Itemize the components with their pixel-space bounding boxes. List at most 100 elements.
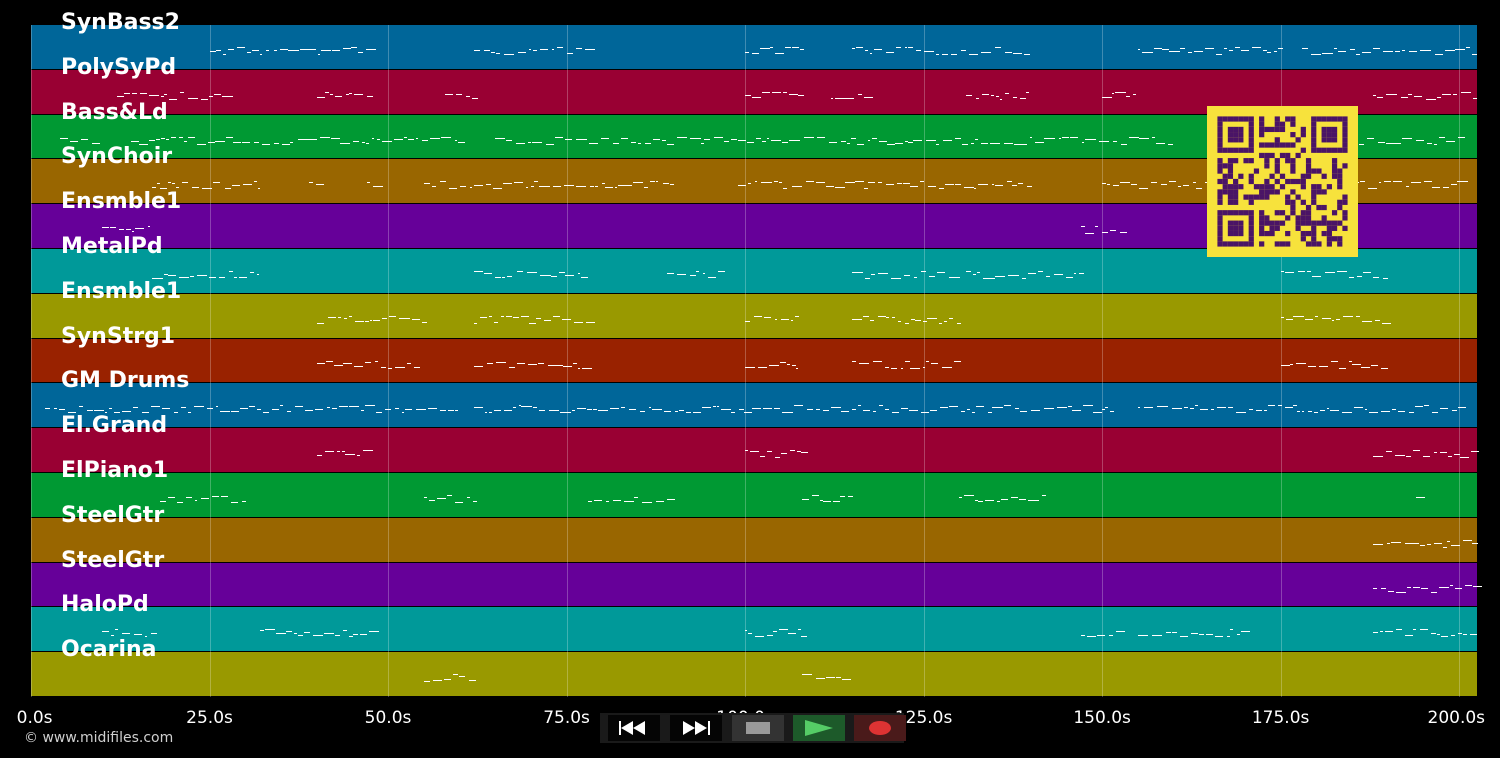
track-lane[interactable] [31,338,1477,383]
note [835,677,841,679]
note [791,319,794,321]
note [454,139,458,141]
note [1421,587,1429,589]
note [1433,452,1438,454]
note [666,499,676,500]
note [1157,406,1168,408]
note [745,630,748,632]
note [394,408,399,410]
rewind-button[interactable] [608,715,660,741]
note [1168,181,1177,183]
note [1144,407,1154,409]
fast-forward-button[interactable] [670,715,722,741]
note [1471,542,1478,544]
note [831,407,841,409]
note [124,92,131,94]
note [618,185,627,187]
track-lane[interactable] [31,25,1477,69]
track-lane[interactable] [31,652,1477,696]
note [913,139,922,141]
play-button[interactable] [793,715,845,741]
note [1160,184,1168,186]
note [714,136,723,138]
note [1307,271,1312,272]
track-lane[interactable] [31,293,1477,338]
note [884,409,889,411]
note [503,410,513,412]
note [1368,412,1379,414]
note [823,501,831,502]
note [104,412,108,414]
note [859,362,870,364]
note [1200,409,1208,411]
note [707,277,716,278]
note [1296,362,1307,364]
note [1062,136,1069,138]
note [1416,497,1425,498]
note [257,409,261,411]
note [667,143,674,145]
note [851,409,856,411]
note [1307,411,1312,413]
note [448,410,455,412]
note [1348,360,1353,362]
note [1078,273,1085,274]
note [1024,54,1031,55]
note [1362,52,1372,53]
note [1415,139,1425,141]
note [208,141,215,143]
note [1462,634,1467,636]
track-label: El.Grand [61,413,168,439]
note [440,181,447,183]
track-lane[interactable] [31,517,1477,562]
note [215,140,226,142]
note [1073,273,1076,274]
note [119,229,124,231]
note [538,362,544,364]
note [330,93,333,95]
note [1132,93,1136,95]
note [794,405,804,407]
note [1111,92,1115,94]
note [480,316,488,318]
note [1373,587,1377,589]
record-button[interactable] [854,715,906,741]
note [964,187,974,189]
note [868,182,876,184]
note [369,631,380,633]
note [469,187,472,189]
note [1440,636,1449,638]
note [750,451,759,453]
note [1412,586,1420,588]
note [238,277,247,278]
note [168,182,172,184]
qr-code-icon[interactable] [1207,106,1358,257]
track-lane[interactable] [31,473,1477,517]
note [399,317,410,319]
note [1395,142,1401,144]
track-lane[interactable] [31,562,1477,607]
note [423,183,430,185]
note [927,186,936,188]
note [800,636,807,638]
note [133,407,139,409]
note [505,139,513,141]
note [978,501,983,502]
track-lane[interactable] [31,383,1477,428]
note [121,633,131,635]
track-label: GM Drums [61,368,190,394]
note [1285,318,1293,320]
note [944,320,947,322]
note [1413,629,1416,631]
note [161,95,164,97]
note [762,408,772,410]
note [486,184,491,186]
track-lane[interactable] [31,607,1477,652]
track-lane[interactable] [31,428,1477,472]
note [382,140,392,142]
note [273,50,278,51]
stop-button[interactable] [732,715,784,741]
note [1277,405,1283,407]
note [1402,50,1406,51]
note [988,278,996,279]
